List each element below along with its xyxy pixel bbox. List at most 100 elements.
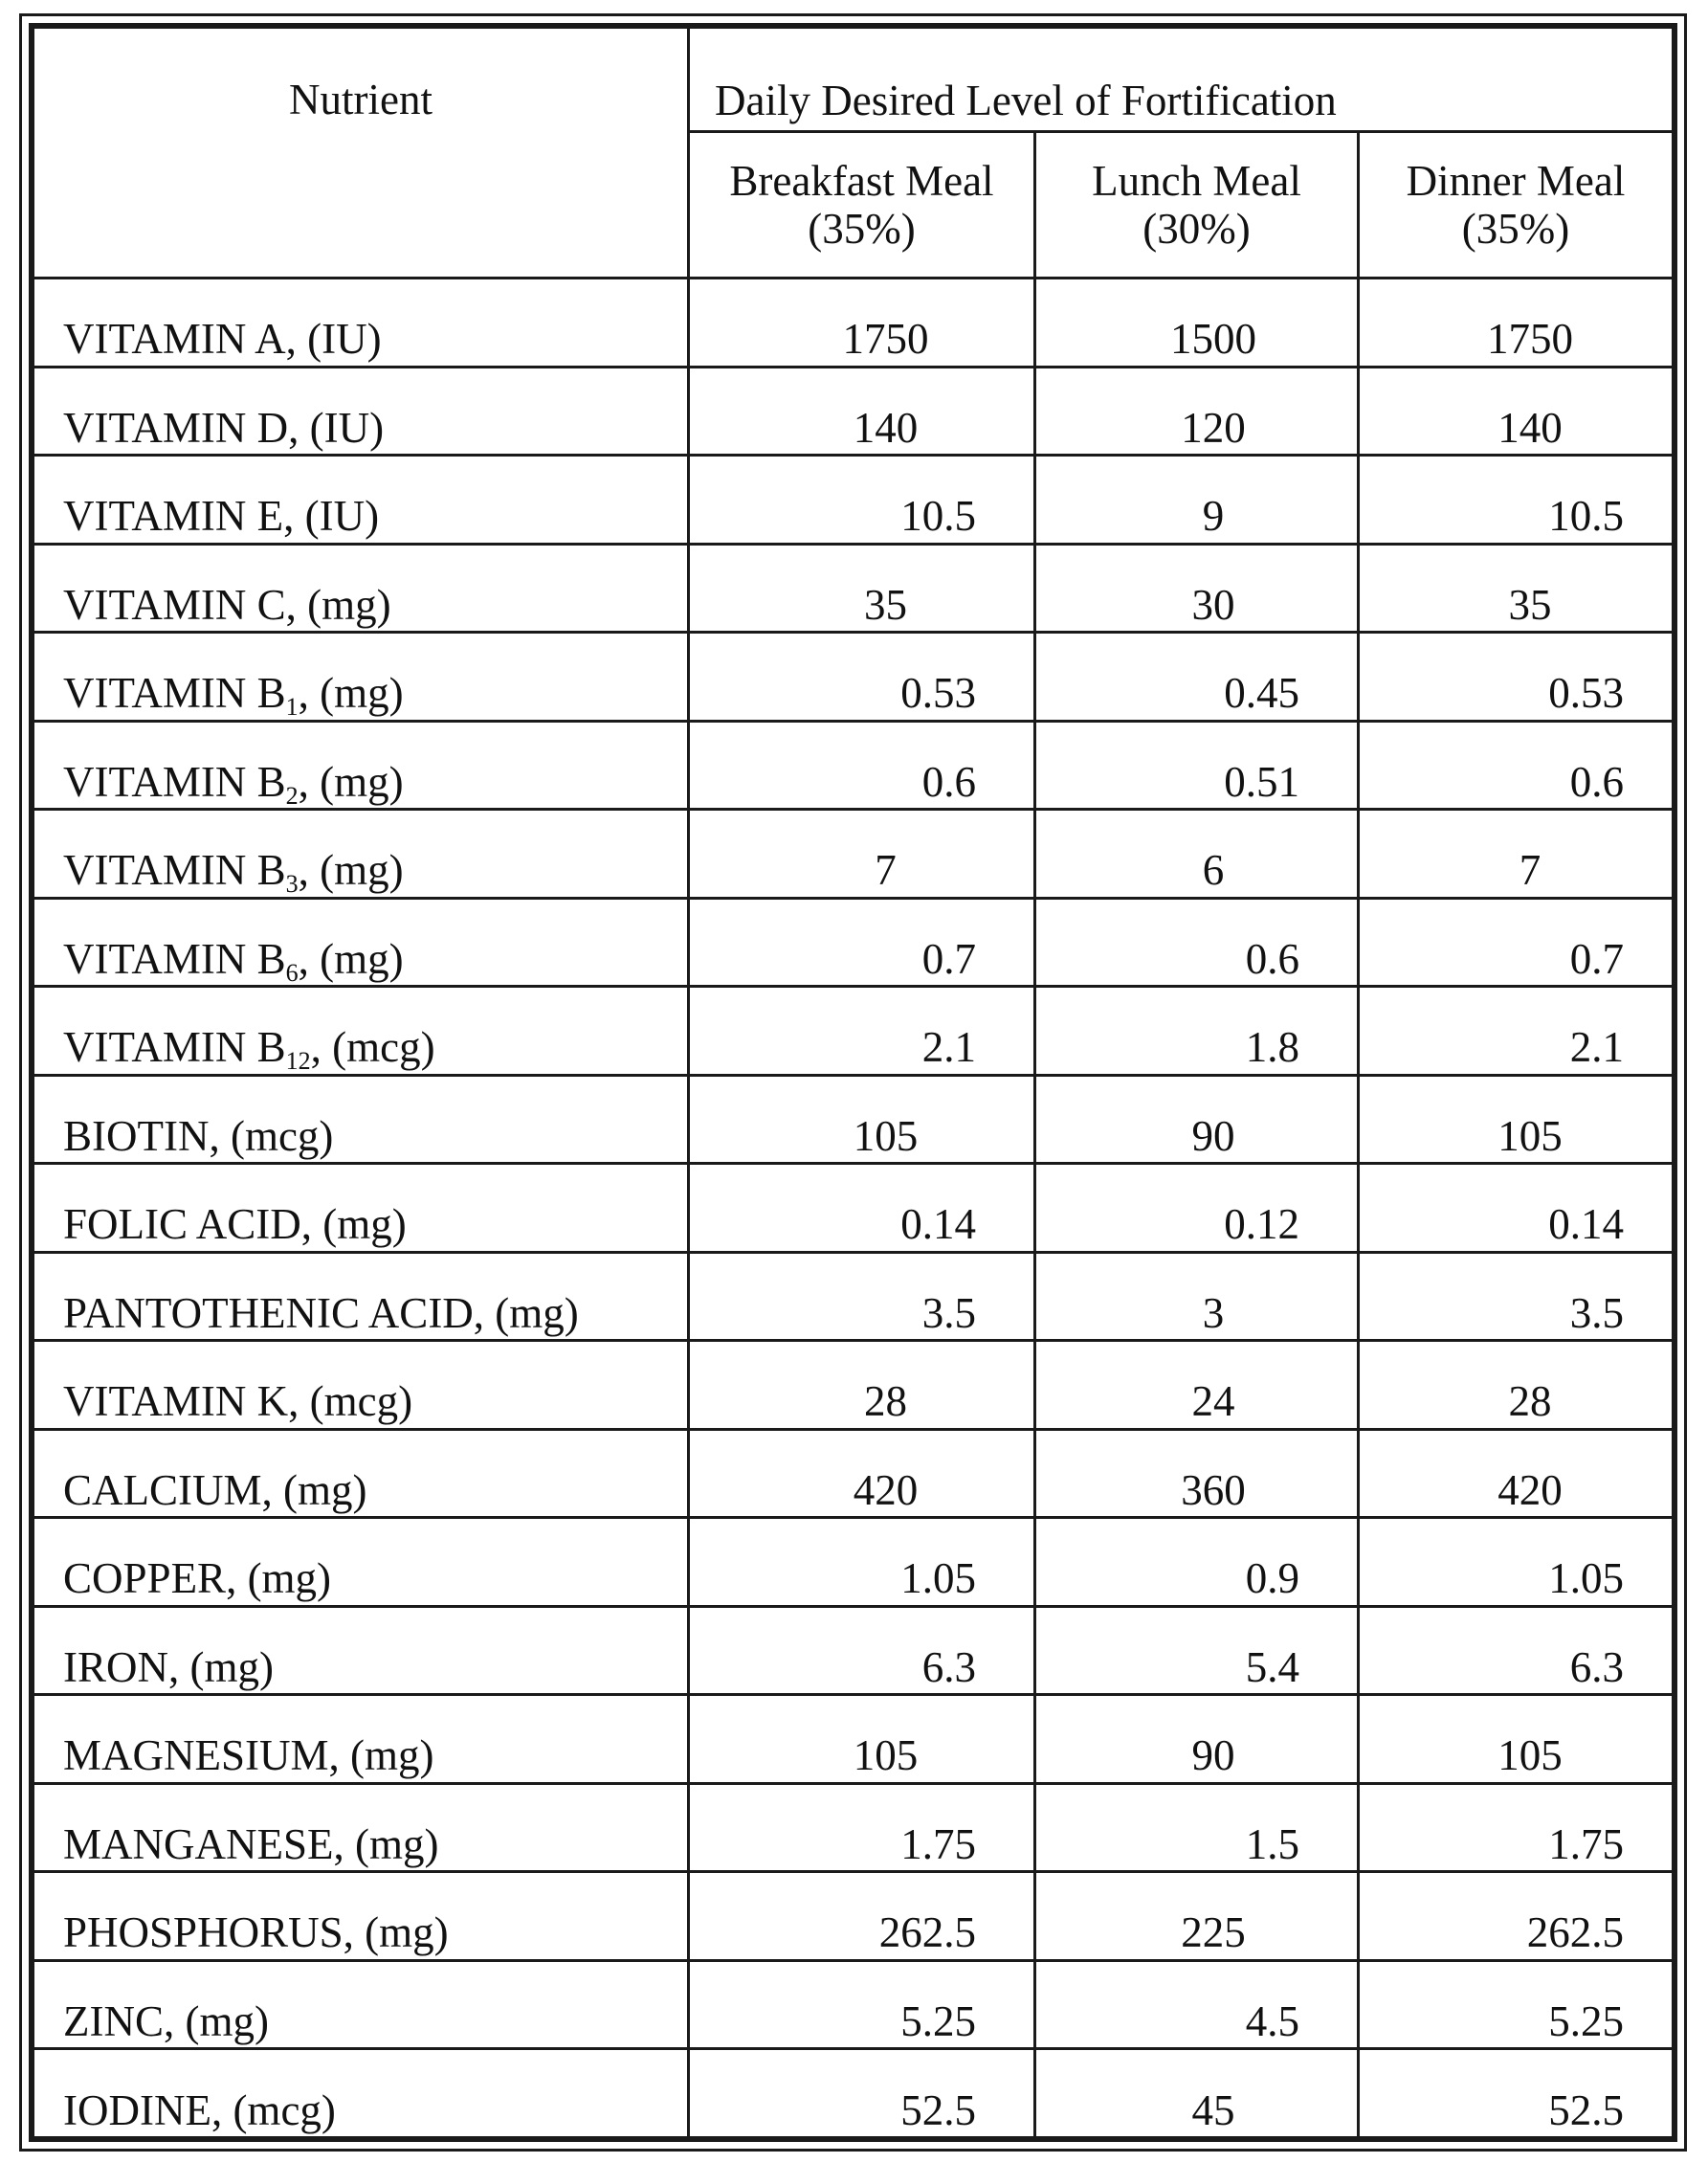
- nutrient-name: IODINE, (mcg): [63, 2085, 336, 2134]
- breakfast-header-percent: (35%): [808, 205, 916, 253]
- breakfast-header-name: Breakfast Meal: [729, 156, 994, 205]
- lunch-value-cell: 0.51: [1033, 719, 1360, 812]
- lunch-header-percent: (30%): [1142, 205, 1251, 253]
- nutrient-unit: , (mg): [298, 669, 404, 718]
- table-row: ZINC, (mg) 5.25 4.5 5.25: [32, 1958, 1675, 2051]
- table-row: VITAMIN A, (IU) 1750 1500 1750: [32, 277, 1675, 368]
- nutrient-name-cell: COPPER, (mg): [32, 1516, 690, 1608]
- fortification-group-header: Daily Desired Level of Fortification: [687, 26, 1675, 133]
- lunch-value-cell: 1.8: [1033, 985, 1360, 1077]
- nutrient-name: VITAMIN B: [63, 757, 286, 806]
- nutrient-name: VITAMIN D, (IU): [63, 403, 385, 452]
- nutrient-name: COPPER, (mg): [63, 1554, 332, 1603]
- table-row: PHOSPHORUS, (mg) 262.5 225 262.5: [32, 1870, 1675, 1962]
- lunch-value-cell: 4.5: [1033, 1958, 1360, 2051]
- nutrient-name: VITAMIN C, (mg): [63, 580, 391, 629]
- nutrient-name-cell: VITAMIN K, (mcg): [32, 1339, 690, 1431]
- lunch-value-cell: 9: [1033, 454, 1360, 546]
- breakfast-value-cell: 420: [687, 1427, 1036, 1520]
- breakfast-value-cell: 0.6: [687, 719, 1036, 812]
- table-body: VITAMIN A, (IU) 1750 1500 1750 VITAMIN D, (I…: [32, 277, 1675, 2139]
- nutrient-name-cell: CALCIUM, (mg): [32, 1427, 690, 1520]
- nutrient-name-cell: ZINC, (mg): [32, 1958, 690, 2051]
- dinner-value-cell: 105: [1357, 1693, 1675, 1785]
- lunch-value-cell: 45: [1033, 2047, 1360, 2139]
- nutrient-unit: , (mg): [298, 757, 404, 806]
- breakfast-value-cell: 2.1: [687, 985, 1036, 1077]
- fortification-table: Nutrient Daily Desired Level of Fortific…: [32, 26, 1675, 2139]
- table-row: VITAMIN B6, (mg) 0.7 0.6 0.7: [32, 896, 1675, 989]
- nutrient-name: VITAMIN A, (IU): [63, 315, 382, 364]
- lunch-value-cell: 1500: [1033, 277, 1360, 368]
- breakfast-value-cell: 105: [687, 1073, 1036, 1166]
- breakfast-value-cell: 35: [687, 542, 1036, 635]
- breakfast-value-cell: 3.5: [687, 1250, 1036, 1343]
- nutrient-name-cell: VITAMIN B12, (mcg): [32, 985, 690, 1077]
- dinner-value-cell: 5.25: [1357, 1958, 1675, 2051]
- table-row: CALCIUM, (mg) 420 360 420: [32, 1427, 1675, 1520]
- nutrient-subscript: 6: [285, 958, 299, 987]
- table-row: BIOTIN, (mcg) 105 90 105: [32, 1073, 1675, 1166]
- dinner-value-cell: 1.05: [1357, 1516, 1675, 1608]
- breakfast-value-cell: 5.25: [687, 1958, 1036, 2051]
- nutrient-name-cell: PHOSPHORUS, (mg): [32, 1870, 690, 1962]
- nutrient-unit: , (mg): [298, 934, 404, 983]
- nutrient-unit: , (mg): [298, 846, 404, 895]
- nutrient-name: PANTOTHENIC ACID, (mg): [63, 1288, 579, 1337]
- lunch-value-cell: 5.4: [1033, 1604, 1360, 1697]
- breakfast-value-cell: 6.3: [687, 1604, 1036, 1697]
- nutrient-name-cell: VITAMIN B2, (mg): [32, 719, 690, 812]
- dinner-value-cell: 1.75: [1357, 1781, 1675, 1874]
- dinner-value-cell: 2.1: [1357, 985, 1675, 1077]
- table-row: MAGNESIUM, (mg) 105 90 105: [32, 1693, 1675, 1785]
- table-row: IRON, (mg) 6.3 5.4 6.3: [32, 1604, 1675, 1697]
- nutrient-name-cell: VITAMIN B1, (mg): [32, 631, 690, 723]
- nutrient-subscript: 1: [285, 693, 299, 722]
- table-row: VITAMIN B3, (mg) 7 6 7: [32, 808, 1675, 900]
- dinner-value-cell: 35: [1357, 542, 1675, 635]
- nutrient-name: VITAMIN E, (IU): [63, 492, 380, 541]
- nutrient-name: VITAMIN B: [63, 1023, 286, 1072]
- lunch-value-cell: 30: [1033, 542, 1360, 635]
- lunch-value-cell: 0.45: [1033, 631, 1360, 723]
- breakfast-value-cell: 140: [687, 365, 1036, 457]
- nutrient-name: FOLIC ACID, (mg): [63, 1200, 407, 1249]
- nutrient-column-header: Nutrient: [32, 26, 690, 279]
- nutrient-name: ZINC, (mg): [63, 1996, 269, 2045]
- dinner-value-cell: 6.3: [1357, 1604, 1675, 1697]
- breakfast-value-cell: 0.14: [687, 1162, 1036, 1254]
- nutrient-name-cell: MAGNESIUM, (mg): [32, 1693, 690, 1785]
- nutrient-name-cell: VITAMIN A, (IU): [32, 277, 690, 368]
- lunch-value-cell: 90: [1033, 1073, 1360, 1166]
- table-row: VITAMIN E, (IU) 10.5 9 10.5: [32, 454, 1675, 546]
- dinner-value-cell: 28: [1357, 1339, 1675, 1431]
- nutrient-name: VITAMIN K, (mcg): [63, 1377, 413, 1426]
- breakfast-value-cell: 10.5: [687, 454, 1036, 546]
- dinner-header-percent: (35%): [1461, 205, 1570, 253]
- dinner-value-cell: 10.5: [1357, 454, 1675, 546]
- table-row: VITAMIN B1, (mg) 0.53 0.45 0.53: [32, 631, 1675, 723]
- breakfast-value-cell: 0.7: [687, 896, 1036, 989]
- dinner-value-cell: 7: [1357, 808, 1675, 900]
- table-inner-frame: Nutrient Daily Desired Level of Fortific…: [29, 23, 1677, 2142]
- dinner-value-cell: 3.5: [1357, 1250, 1675, 1343]
- dinner-header-name: Dinner Meal: [1406, 156, 1626, 205]
- nutrient-name-cell: IODINE, (mcg): [32, 2047, 690, 2139]
- table-row: VITAMIN K, (mcg) 28 24 28: [32, 1339, 1675, 1431]
- lunch-value-cell: 0.9: [1033, 1516, 1360, 1608]
- nutrient-name-cell: VITAMIN B6, (mg): [32, 896, 690, 989]
- nutrient-name-cell: PANTOTHENIC ACID, (mg): [32, 1250, 690, 1343]
- nutrient-name-cell: MANGANESE, (mg): [32, 1781, 690, 1874]
- lunch-value-cell: 0.12: [1033, 1162, 1360, 1254]
- nutrient-name-cell: BIOTIN, (mcg): [32, 1073, 690, 1166]
- table-row: VITAMIN B12, (mcg) 2.1 1.8 2.1: [32, 985, 1675, 1077]
- table-row: VITAMIN D, (IU) 140 120 140: [32, 365, 1675, 457]
- nutrient-name: IRON, (mg): [63, 1642, 274, 1691]
- nutrient-name: MAGNESIUM, (mg): [63, 1731, 434, 1780]
- dinner-value-cell: 0.14: [1357, 1162, 1675, 1254]
- table-row: COPPER, (mg) 1.05 0.9 1.05: [32, 1516, 1675, 1608]
- dinner-value-cell: 262.5: [1357, 1870, 1675, 1962]
- breakfast-value-cell: 1.75: [687, 1781, 1036, 1874]
- table-row: VITAMIN B2, (mg) 0.6 0.51 0.6: [32, 719, 1675, 812]
- nutrient-subscript: 3: [285, 870, 299, 899]
